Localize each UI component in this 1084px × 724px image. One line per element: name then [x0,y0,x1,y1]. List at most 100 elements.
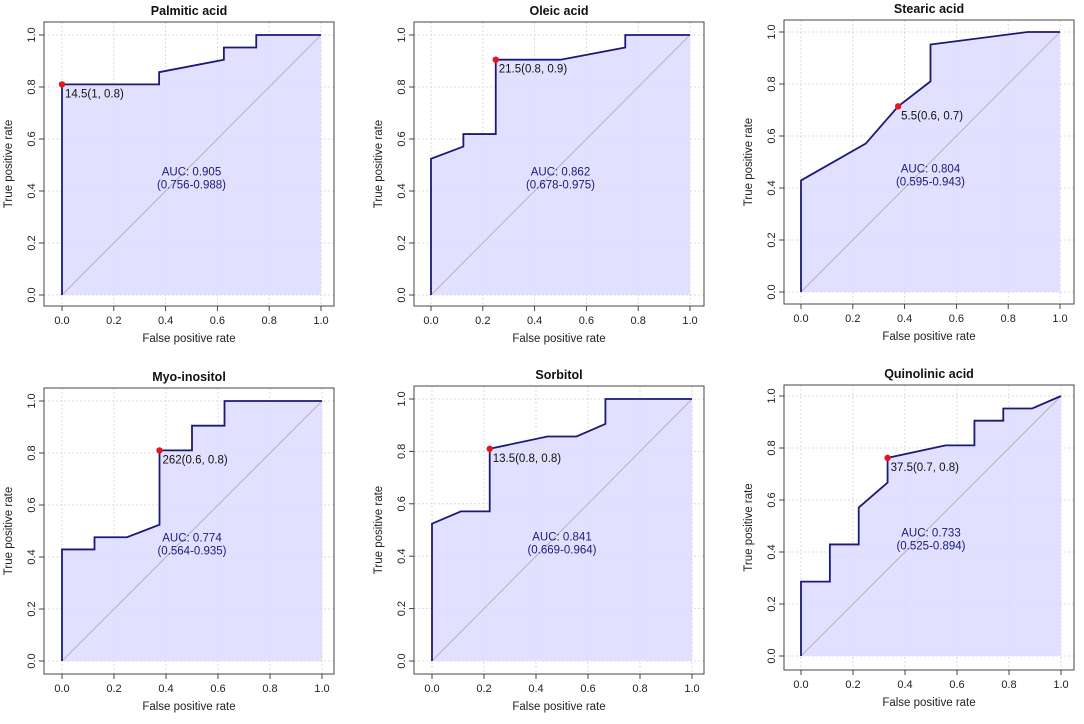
y-tick-label: 0.8 [396,444,408,459]
x-tick-label: 0.2 [845,679,860,691]
y-tick-label: 0.2 [396,235,408,250]
roc-panel-6: Quinolinic acid 0.0 0.2 0.4 0.6 0.8 1.0 0.0 0.2 0… [743,367,1075,709]
y-tick-label: 1.0 [766,388,778,403]
auc-ci-label: (0.678-0.975) [526,179,595,191]
y-tick-label: 0.2 [396,601,408,616]
plot-frame [413,21,705,307]
cutoff-point [884,454,891,462]
plot-frame [783,19,1075,305]
x-tick-label: 1.0 [682,315,697,327]
y-tick-label: 0.2 [26,601,38,616]
y-tick-label: 0.6 [396,496,408,511]
x-tick-label: 0.2 [475,315,490,327]
roc-curve-line [431,398,692,661]
x-axis-label: False positive rate [142,333,235,345]
x-tick-label: 0.4 [897,313,912,325]
auc-label: AUC: 0.804 [901,163,961,175]
x-tick-label: 1.0 [314,683,329,695]
auc-label: AUC: 0.841 [532,531,591,543]
y-tick-label: 0.4 [26,183,38,198]
y-tick-label: 0.0 [766,284,778,299]
y-axis-label: True positive rate [743,483,755,571]
auc-label: AUC: 0.733 [901,527,960,539]
x-tick-label: 0.8 [262,683,277,695]
roc-panel-5: Sorbitol 0.0 0.2 0.4 0.6 0.8 1.0 0.0 0.2 0.4 0.6 0.… [373,368,705,713]
y-tick-label: 0.6 [766,128,778,143]
x-tick-label: 0.8 [632,683,647,695]
y-tick-label: 0.8 [766,76,778,91]
x-tick-label: 1.0 [313,315,328,327]
x-axis-label: False positive rate [882,331,975,343]
y-tick-label: 0.8 [766,440,778,455]
chart-title: Sorbitol [535,368,582,382]
roc-panel-2: Oleic acid 0.0 0.2 0.4 0.6 0.8 1.0 0.0 0.2 0.4 0.6… [373,4,705,345]
x-axis-label: False positive rate [882,697,975,709]
roc-panel-3: Stearic acid 0.0 0.2 0.4 0.6 0.8 1.0 0.0 0.2 0.4 0… [743,2,1075,343]
cutoff-label: 13.5(0.8, 0.8) [493,453,562,465]
cutoff-point [492,56,499,63]
y-tick-label: 0.4 [396,549,408,564]
x-tick-label: 1.0 [1052,313,1067,325]
plot-frame [783,384,1075,671]
y-tick-label: 0.2 [766,232,778,247]
y-axis-label: True positive rate [3,120,15,208]
cutoff-point [156,447,163,454]
x-tick-label: 0.0 [423,315,438,327]
cutoff-point [486,445,493,452]
auc-ci-label: (0.564-0.935) [157,545,226,557]
y-tick-label: 0.2 [26,235,38,250]
y-tick-label: 0.8 [26,445,38,460]
x-tick-label: 0.6 [580,683,595,695]
x-tick-label: 0.8 [1001,313,1016,325]
cutoff-label: 14.5(1, 0.8) [65,88,124,100]
y-tick-label: 0.0 [396,653,408,668]
x-tick-label: 0.8 [1001,679,1016,691]
diagonal-reference-line [800,395,1062,657]
auc-ci-label: (0.756-0.988) [157,179,226,191]
x-tick-label: 0.6 [579,315,594,327]
x-tick-label: 0.4 [528,683,543,695]
y-tick-label: 0.6 [26,131,38,146]
x-axis-label: False positive rate [512,333,605,345]
x-tick-label: 0.0 [424,683,439,695]
y-axis-label: True positive rate [3,487,15,575]
y-tick-label: 1.0 [766,24,778,39]
y-tick-label: 0.6 [26,497,38,512]
y-tick-label: 0.6 [396,131,408,146]
chart-title: Oleic acid [529,4,588,18]
cutoff-label: 21.5(0.8, 0.9) [499,64,568,76]
y-tick-label: 0.4 [396,183,408,198]
y-axis-label: True positive rate [743,118,755,206]
diagonal-reference-line [431,398,693,662]
cutoff-label: 262(0.6, 0.8) [163,454,228,466]
x-tick-label: 0.6 [949,679,964,691]
x-tick-label: 0.0 [793,313,808,325]
chart-title: Myo-inositol [152,370,226,384]
roc-curve-line [61,34,321,295]
diagonal-reference-line [61,34,322,296]
auc-ci-label: (0.669-0.964) [527,544,596,556]
y-axis-label: True positive rate [373,120,385,208]
y-tick-label: 0.8 [396,79,408,94]
cutoff-point [894,103,902,110]
x-tick-label: 0.2 [106,683,121,695]
cutoff-point [58,81,66,88]
diagonal-reference-line [61,400,323,662]
y-tick-label: 0.0 [396,287,408,302]
cutoff-label: 37.5(0.7, 0.8) [891,462,960,474]
x-axis-label: False positive rate [142,701,235,713]
plot-frame [43,21,335,307]
chart-title: Stearic acid [894,2,964,16]
x-tick-label: 0.4 [158,315,173,327]
x-tick-label: 0.2 [845,313,860,325]
auc-label: AUC: 0.905 [162,166,221,178]
y-tick-label: 1.0 [26,27,38,42]
y-tick-label: 0.8 [26,79,38,94]
x-tick-label: 0.0 [793,679,808,691]
roc-panel-1: Palmitic acid 0.0 0.2 0.4 0.6 0.8 1.0 0.0 0.2 0.4… [3,4,335,345]
x-tick-label: 1.0 [684,683,699,695]
auc-label: AUC: 0.862 [531,166,590,178]
diagonal-reference-line [430,34,691,296]
y-tick-label: 0.6 [766,492,778,507]
